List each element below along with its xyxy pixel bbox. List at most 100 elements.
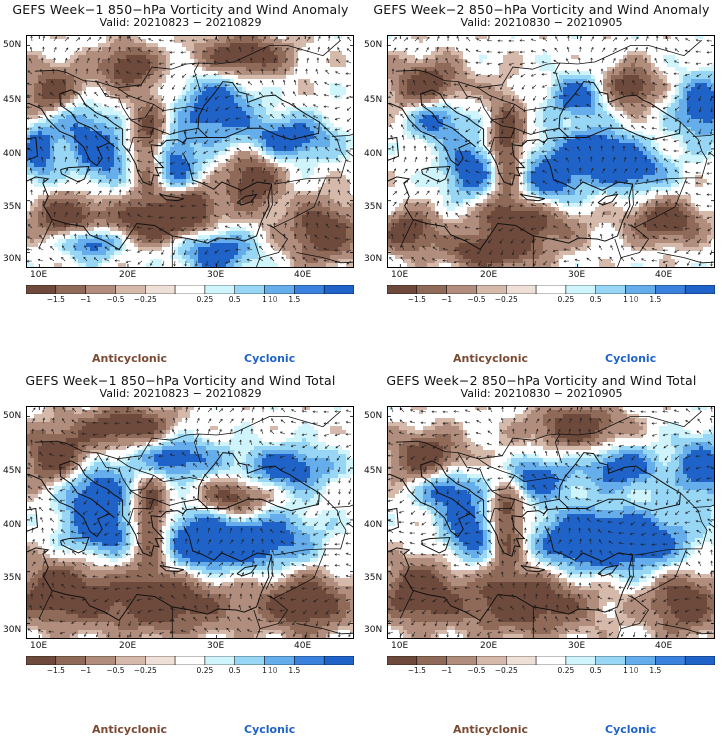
map-frame [26,35,354,268]
colorbar-swatch [234,285,265,294]
lon-label: 20E [119,641,136,651]
lon-label: 40E [655,641,672,651]
colorbar-mid-label: 10 [268,666,278,675]
panel-valid-dates: Valid: 20210830 − 20210905 [361,387,722,400]
colorbar-swatch [85,285,116,294]
colorbar-swatch [565,285,596,294]
vorticity-field [26,35,354,268]
panel-title: GEFS Week−1 850−hPa Vorticity and Wind T… [0,373,361,388]
colorbar-tick-label: −0.25 [134,295,157,304]
colorbar-tick-label: 1.5 [649,666,661,675]
colorbar-swatch [476,656,507,665]
colorbar-tick-label: −1 [80,666,91,675]
lat-label: 35N [364,202,382,212]
lat-label: 30N [364,254,382,264]
colorbar-swatch [684,656,715,665]
panel-week1-total: GEFS Week−1 850−hPa Vorticity and Wind T… [0,371,361,742]
colorbar-swatch [625,656,656,665]
colorbar-tick-label: 1.5 [288,295,300,304]
lat-label: 50N [3,40,21,50]
lon-label: 10E [30,270,47,280]
colorbar-swatch [174,285,206,294]
panel-valid-dates: Valid: 20210823 − 20210829 [0,16,361,29]
colorbar-swatch [595,656,626,665]
colorbar [26,285,354,294]
anticyclonic-label: Anticyclonic [92,352,167,365]
lon-label: 20E [119,270,136,280]
colorbar-tick-label: 1 [623,666,628,675]
panel-week2-total: GEFS Week−2 850−hPa Vorticity and Wind T… [361,371,722,742]
lon-label: 10E [391,270,408,280]
lat-label: 40N [364,149,382,159]
colorbar-swatch [625,285,656,294]
colorbar-mid-label: 10 [629,666,639,675]
lon-label: 20E [480,641,497,651]
colorbar-swatch [55,285,86,294]
lon-label: 20E [480,270,497,280]
colorbar [26,656,354,665]
colorbar-tick-label: −1.5 [47,295,65,304]
colorbar-tick-label: 1.5 [649,295,661,304]
colorbar-swatch [264,285,295,294]
lon-label: 40E [655,270,672,280]
vorticity-map [26,35,354,268]
colorbar-swatch [416,656,447,665]
colorbar-tick-label: −0.25 [495,666,518,675]
colorbar-tick-label: −1.5 [47,666,65,675]
colorbar-tick-label: 1 [623,295,628,304]
colorbar-swatch [506,285,537,294]
colorbar-swatch [204,285,235,294]
lon-label: 40E [294,641,311,651]
panel-valid-dates: Valid: 20210830 − 20210905 [361,16,722,29]
colorbar-swatch [204,656,235,665]
colorbar-mid-label: 10 [629,295,639,304]
colorbar-tick-label: 1 [262,666,267,675]
colorbar-swatch [323,285,354,294]
lon-label: 10E [30,641,47,651]
colorbar-mid-label: 10 [268,295,278,304]
wind-vectors [26,35,352,267]
colorbar-swatch [323,656,354,665]
lat-label: 30N [3,625,21,635]
colorbar-swatch [446,285,477,294]
colorbar-tick-label: −1 [80,295,91,304]
colorbar-swatch [264,656,295,665]
colorbar-tick-label: −1 [441,295,452,304]
colorbar-swatch [684,285,715,294]
vorticity-map [387,35,715,268]
colorbar-swatch [26,656,57,665]
coastlines [26,39,354,268]
colorbar-tick-label: 0.5 [229,666,241,675]
colorbar-swatch [145,285,176,294]
map-frame [387,406,715,639]
colorbar-swatch [535,285,567,294]
colorbar-tick-label: −1.5 [408,666,426,675]
colorbar-swatch [85,656,116,665]
colorbar-tick-label: 0.25 [197,666,214,675]
colorbar-tick-label: −1.5 [408,295,426,304]
colorbar-swatch [26,285,57,294]
lat-label: 35N [364,573,382,583]
colorbar-tick-label: 1 [262,295,267,304]
colorbar-swatch [535,656,567,665]
lon-label: 30E [207,270,224,280]
colorbar-tick-label: 0.25 [558,295,575,304]
colorbar-tick-label: −1 [441,666,452,675]
colorbar-tick-label: 0.25 [197,295,214,304]
anticyclonic-label: Anticyclonic [453,723,528,736]
lon-label: 30E [568,270,585,280]
anticyclonic-label: Anticyclonic [92,723,167,736]
map-frame [26,406,354,639]
lat-label: 45N [3,95,21,105]
cyclonic-label: Cyclonic [605,352,656,365]
wind-vectors [389,35,714,267]
lat-label: 50N [364,411,382,421]
lat-label: 40N [364,520,382,530]
colorbar [387,285,715,294]
anticyclonic-label: Anticyclonic [453,352,528,365]
vorticity-map [387,406,715,639]
colorbar-tick-label: 0.5 [590,295,602,304]
panel-title: GEFS Week−1 850−hPa Vorticity and Wind A… [0,2,361,17]
lon-label: 40E [294,270,311,280]
map-frame [387,35,715,268]
